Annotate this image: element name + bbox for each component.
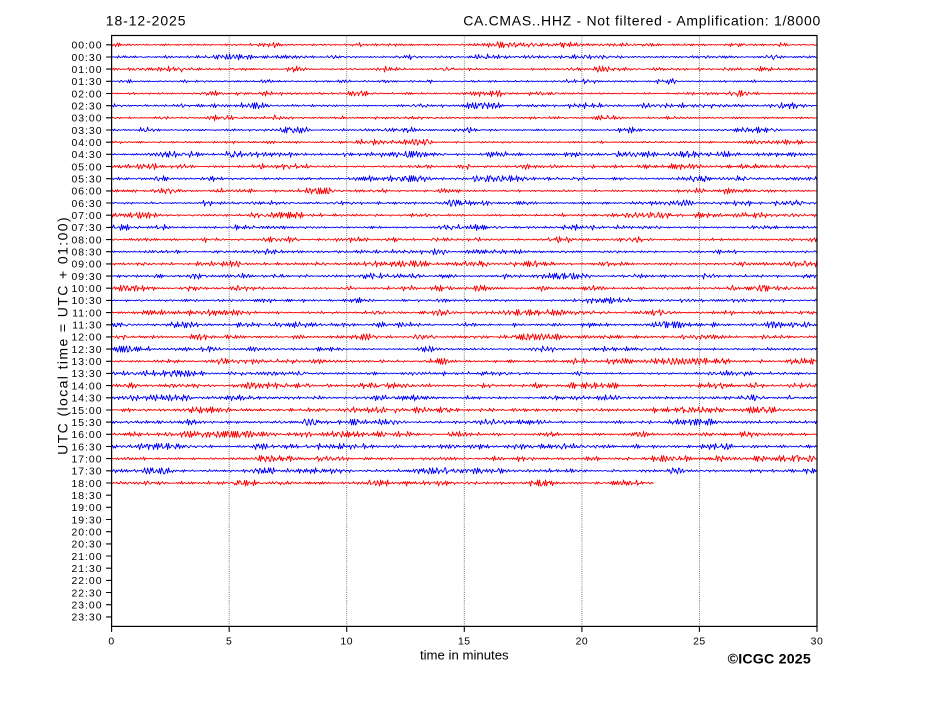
svg-text:11:30: 11:30 xyxy=(72,321,102,332)
svg-text:14:30: 14:30 xyxy=(71,394,102,405)
svg-text:09:00: 09:00 xyxy=(71,260,102,271)
svg-text:06:30: 06:30 xyxy=(71,199,102,210)
svg-text:04:00: 04:00 xyxy=(71,138,102,149)
svg-text:02:00: 02:00 xyxy=(71,89,102,100)
svg-text:19:00: 19:00 xyxy=(71,503,102,514)
svg-text:05:00: 05:00 xyxy=(71,162,102,173)
svg-text:21:00: 21:00 xyxy=(71,552,102,563)
svg-text:10:30: 10:30 xyxy=(71,296,102,307)
svg-text:18:30: 18:30 xyxy=(71,491,102,502)
svg-text:15:30: 15:30 xyxy=(71,418,102,429)
svg-text:16:00: 16:00 xyxy=(71,430,102,441)
svg-text:CA.CMAS..HHZ - Not filtered -: CA.CMAS..HHZ - Not filtered - Amplificat… xyxy=(463,12,821,28)
svg-text:18:00: 18:00 xyxy=(71,479,102,490)
svg-text:07:00: 07:00 xyxy=(71,211,102,222)
svg-text:01:00: 01:00 xyxy=(71,65,102,76)
svg-text:22:30: 22:30 xyxy=(71,588,102,599)
svg-text:02:30: 02:30 xyxy=(71,102,102,113)
svg-text:10: 10 xyxy=(340,637,353,648)
svg-text:time in minutes: time in minutes xyxy=(420,648,509,663)
svg-text:19:30: 19:30 xyxy=(71,515,102,526)
svg-text:05:30: 05:30 xyxy=(71,175,102,186)
svg-text:22:00: 22:00 xyxy=(71,576,102,587)
svg-text:0: 0 xyxy=(108,637,114,648)
svg-text:07:30: 07:30 xyxy=(71,223,102,234)
svg-text:12:00: 12:00 xyxy=(71,333,102,344)
svg-text:00:30: 00:30 xyxy=(71,53,102,64)
svg-text:5: 5 xyxy=(226,637,232,648)
svg-text:03:30: 03:30 xyxy=(71,126,102,137)
svg-text:14:00: 14:00 xyxy=(71,381,102,392)
svg-text:04:30: 04:30 xyxy=(71,150,102,161)
svg-text:30: 30 xyxy=(811,637,824,648)
svg-text:20: 20 xyxy=(576,637,589,648)
svg-text:16:30: 16:30 xyxy=(71,442,102,453)
svg-text:03:00: 03:00 xyxy=(71,114,102,125)
svg-text:09:30: 09:30 xyxy=(71,272,102,283)
svg-text:©ICGC 2025: ©ICGC 2025 xyxy=(728,652,811,668)
svg-text:20:00: 20:00 xyxy=(71,528,102,539)
svg-text:10:00: 10:00 xyxy=(71,284,102,295)
svg-text:13:30: 13:30 xyxy=(71,369,102,380)
svg-text:25: 25 xyxy=(693,637,706,648)
svg-text:17:00: 17:00 xyxy=(71,454,102,465)
svg-text:UTC (local time = UTC + 01:00): UTC (local time = UTC + 01:00) xyxy=(55,216,71,455)
svg-text:23:30: 23:30 xyxy=(71,613,102,624)
svg-text:06:00: 06:00 xyxy=(71,187,102,198)
svg-text:23:00: 23:00 xyxy=(71,601,102,612)
svg-text:08:00: 08:00 xyxy=(71,235,102,246)
svg-text:21:30: 21:30 xyxy=(71,564,102,575)
svg-text:18-12-2025: 18-12-2025 xyxy=(106,12,187,28)
svg-text:13:00: 13:00 xyxy=(71,357,102,368)
svg-text:00:00: 00:00 xyxy=(71,41,102,52)
svg-text:11:00: 11:00 xyxy=(72,308,102,319)
svg-text:01:30: 01:30 xyxy=(71,77,102,88)
svg-text:12:30: 12:30 xyxy=(71,345,102,356)
svg-text:15:00: 15:00 xyxy=(71,406,102,417)
svg-text:08:30: 08:30 xyxy=(71,248,102,259)
svg-text:20:30: 20:30 xyxy=(71,540,102,551)
svg-text:15: 15 xyxy=(458,637,471,648)
svg-text:17:30: 17:30 xyxy=(71,467,102,478)
